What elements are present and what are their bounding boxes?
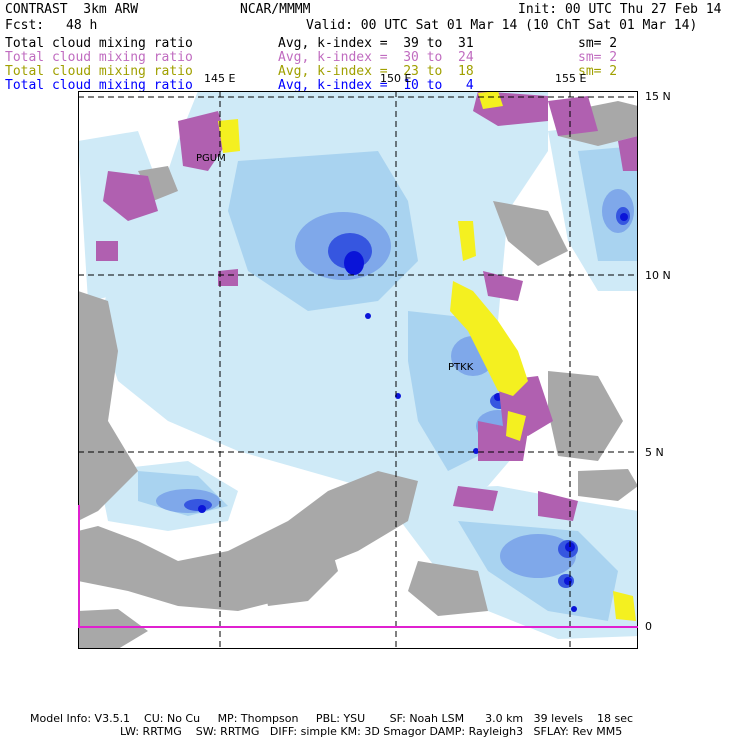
legend-sm-2: sm= 2 [578,50,618,65]
legend-range-1: Avg, k-index = 39 to 31 [278,36,474,51]
legend-range-2: Avg, k-index = 30 to 24 [278,50,474,65]
legend-sm-1: sm= 2 [578,36,618,51]
legend-range-3: Avg, k-index = 23 to 18 [278,64,474,79]
lon-label-145e: 145 E [204,72,236,85]
domain-boundary-left [78,505,80,628]
legend-sm-3: sm= 2 [578,64,618,79]
lat-label-15n: 15 N [645,90,671,103]
lon-label-155e: 155 E [555,72,587,85]
valid-time: Valid: 00 UTC Sat 01 Mar 14 (10 ChT Sat … [306,18,698,33]
lat-label-10n: 10 N [645,269,671,282]
product-title: CONTRAST 3km ARW [5,2,139,17]
forecast-map: PGUM PTKK [78,91,638,649]
model-info-line-1: Model Info: V3.5.1 CU: No Cu MP: Thompso… [30,712,634,725]
map-frame [78,91,638,649]
station-pgum: PGUM [196,153,226,164]
station-ptkk: PTKK [448,362,474,373]
lat-label-5n: 5 N [645,446,664,459]
legend-field-4: Total cloud mixing ratio [5,78,193,93]
legend-field-2: Total cloud mixing ratio [5,50,193,65]
gray-layer [78,101,638,649]
yellow-layer [218,91,636,621]
model-info-line-2: LW: RRTMG SW: RRTMG DIFF: simple KM: 3D … [120,725,623,738]
center-label: NCAR/MMMM [240,2,311,17]
legend-field-3: Total cloud mixing ratio [5,64,193,79]
lat-lon-grid [78,91,638,649]
legend-field-1: Total cloud mixing ratio [5,36,193,51]
forecast-hours: 48 h [66,18,98,33]
forecast-label: Fcst: [5,18,45,33]
legend-range-4: Avg, k-index = 10 to 4 [278,78,474,93]
lat-label-0: 0 [645,620,652,633]
init-time: Init: 00 UTC Thu 27 Feb 14 [518,2,722,17]
lon-label-150e: 150 E [380,72,412,85]
